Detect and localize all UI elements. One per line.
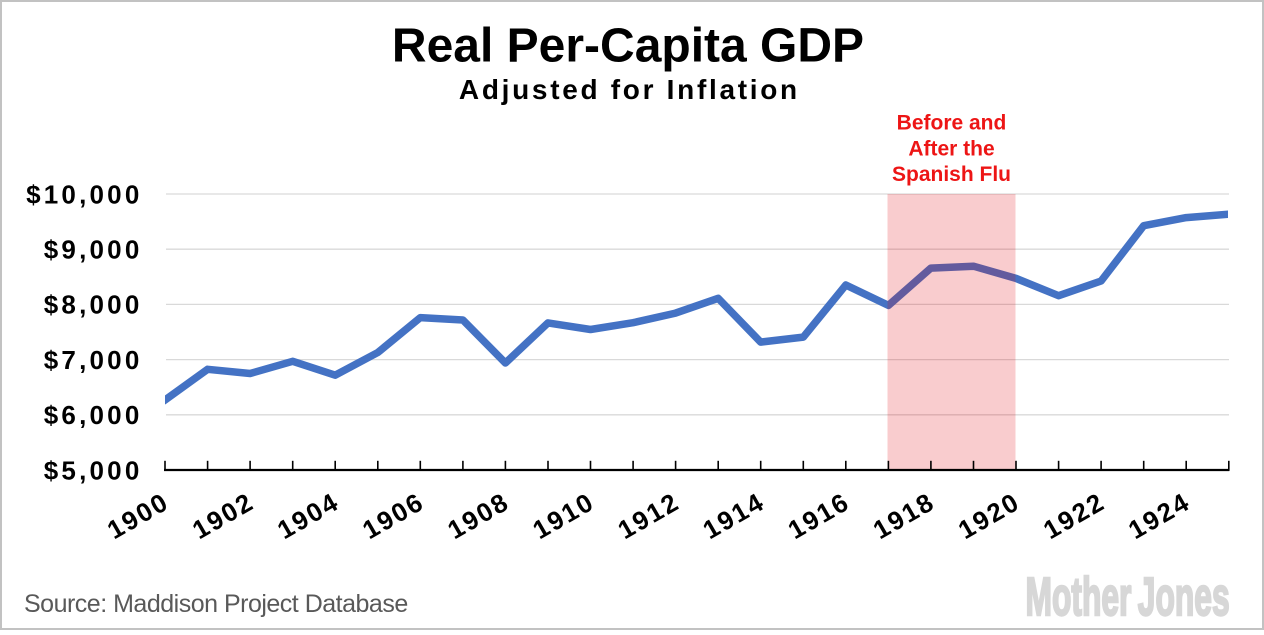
svg-text:Adjusted for Inflation: Adjusted for Inflation xyxy=(459,74,800,105)
svg-text:Source: Maddison Project Datab: Source: Maddison Project Database xyxy=(24,590,408,618)
svg-text:$5,000: $5,000 xyxy=(44,455,143,485)
svg-text:Spanish Flu: Spanish Flu xyxy=(892,163,1011,186)
svg-text:$7,000: $7,000 xyxy=(44,345,143,375)
svg-text:$9,000: $9,000 xyxy=(44,235,143,265)
svg-text:Real Per-Capita GDP: Real Per-Capita GDP xyxy=(392,20,864,73)
svg-text:Before and: Before and xyxy=(897,112,1007,135)
svg-text:$6,000: $6,000 xyxy=(44,400,143,430)
svg-text:$10,000: $10,000 xyxy=(26,179,142,209)
svg-text:Mother Jones: Mother Jones xyxy=(1026,568,1230,628)
svg-text:After the: After the xyxy=(908,138,994,161)
svg-text:$8,000: $8,000 xyxy=(44,290,143,320)
